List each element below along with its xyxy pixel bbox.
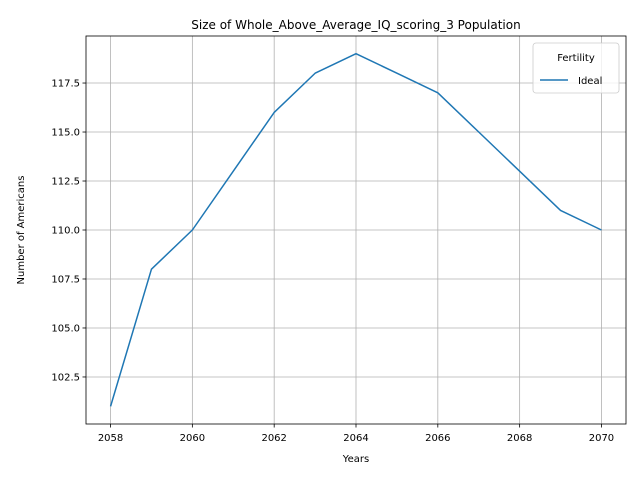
y-tick-label: 110.0 <box>51 226 80 237</box>
series-line-ideal <box>109 52 602 407</box>
x-tick-label: 2058 <box>98 433 123 444</box>
legend-title: Fertility <box>557 53 595 64</box>
y-tick-label: 112.5 <box>51 177 80 188</box>
grid <box>86 36 626 424</box>
y-axis: 102.5 105.0 107.5 110.0 112.5 115.0 117.5 <box>51 79 86 383</box>
legend: Fertility Ideal <box>532 42 620 94</box>
y-tick-label: 102.5 <box>51 372 80 383</box>
x-tick-label: 2064 <box>343 433 368 444</box>
x-tick-label: 2060 <box>180 433 205 444</box>
x-tick-label: 2062 <box>261 433 286 444</box>
legend-box <box>532 42 620 94</box>
x-axis: 2058 2060 2062 2064 2066 2068 2070 <box>98 424 614 444</box>
chart-title: Size of Whole_Above_Average_IQ_scoring_3… <box>191 18 520 32</box>
legend-label-ideal: Ideal <box>578 76 602 87</box>
y-tick-label: 105.0 <box>51 323 80 334</box>
y-axis-label: Number of Americans <box>16 176 27 285</box>
y-tick-label: 107.5 <box>51 274 80 285</box>
x-tick-label: 2070 <box>589 433 614 444</box>
x-tick-label: 2066 <box>425 433 450 444</box>
y-tick-label: 117.5 <box>51 79 80 90</box>
y-tick-label: 115.0 <box>51 128 80 139</box>
x-axis-label: Years <box>342 454 369 465</box>
series-layer <box>109 52 602 407</box>
x-tick-label: 2068 <box>507 433 532 444</box>
